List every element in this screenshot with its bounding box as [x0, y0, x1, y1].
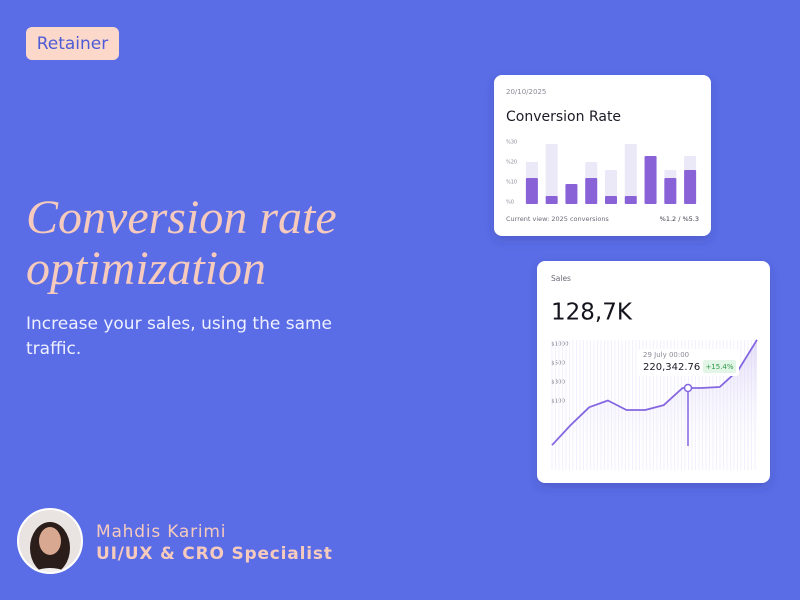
bar [585, 178, 598, 204]
line-chart: $100 $300 $500 $1000 [551, 339, 758, 470]
author-role: UI/UX & CRO Specialist [96, 544, 333, 564]
card-title: Conversion Rate [506, 109, 621, 125]
hover-dot [683, 383, 693, 393]
bar [525, 178, 538, 204]
bar [565, 184, 578, 204]
y-tick-label: %30 [506, 140, 517, 146]
tooltip-date: 29 July 00:00 [643, 351, 689, 359]
y-tick-label: $500 [551, 361, 565, 367]
badge: Retainer [37, 34, 109, 54]
bar [624, 196, 637, 204]
y-tick-label: %20 [506, 160, 517, 166]
line [551, 339, 758, 446]
y-tick-label: $300 [551, 380, 565, 386]
bar [605, 170, 617, 204]
bar [605, 196, 617, 204]
bar [684, 170, 697, 204]
bar-chart: %30 %20 %10 %0 [506, 140, 697, 206]
headline: optimization [26, 242, 266, 295]
bar [545, 144, 558, 204]
headline: Conversion rate [26, 191, 337, 244]
card-label: Sales [551, 274, 571, 283]
bar [664, 178, 677, 204]
y-tick-label: %10 [506, 180, 517, 186]
card-footer: Current view: 2025 conversions [506, 215, 609, 223]
avatar [18, 509, 82, 573]
card-date: 20/10/2025 [506, 88, 546, 96]
bar [545, 196, 558, 204]
y-tick-label: $1000 [551, 342, 569, 348]
change-pill [703, 360, 736, 373]
badge-bg [26, 27, 119, 60]
tooltip-value: 220,342.76 [643, 362, 700, 373]
area [552, 339, 757, 470]
card [494, 75, 711, 236]
y-tick-label: $100 [551, 399, 565, 405]
card-footer: %1.2 / %5.3 [660, 215, 699, 223]
avatar-ring [17, 508, 83, 574]
author-name: Mahdis Karimi [96, 522, 226, 542]
card-total: 128,7K [551, 300, 633, 326]
y-tick-label: %0 [506, 200, 514, 206]
tooltip-change: +15.4% [705, 363, 733, 371]
subtitle: traffic. [26, 339, 81, 359]
bar [644, 156, 657, 204]
bar [624, 144, 637, 204]
subtitle: Increase your sales, using the same [26, 314, 332, 334]
